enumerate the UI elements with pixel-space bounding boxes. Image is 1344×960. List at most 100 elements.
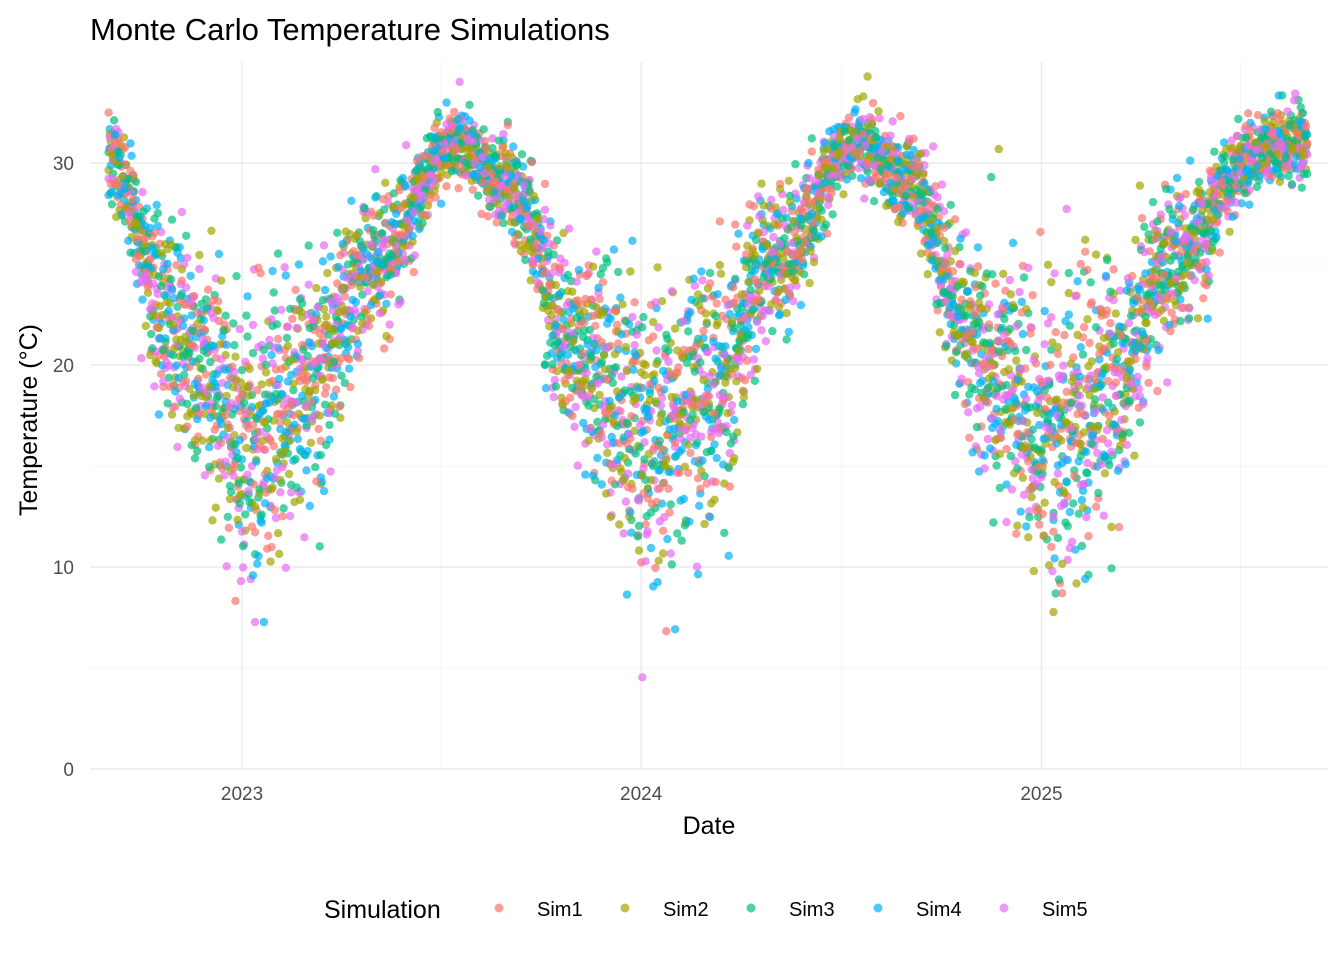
data-point-sim2 [412,174,422,183]
data-point-sim4 [298,391,307,401]
data-point-sim2 [809,258,819,267]
data-point-sim2 [1123,358,1133,367]
data-point-sim5 [664,357,673,366]
data-point-sim5 [768,248,777,257]
data-point-sim4 [775,310,785,319]
data-point-sim3 [979,338,988,347]
data-point-sim4 [294,260,304,269]
data-point-sim5 [743,221,752,230]
data-point-sim3 [333,228,342,237]
data-point-sim4 [574,265,584,275]
data-point-sim2 [495,162,505,171]
data-point-sim4 [856,174,866,183]
data-point-sim2 [190,436,200,445]
data-point-sim2 [548,301,557,310]
data-point-sim5 [681,425,691,434]
data-point-sim4 [705,512,715,522]
data-point-sim4 [670,625,680,634]
data-point-sim2 [1113,348,1123,357]
data-point-sim2 [1079,428,1089,437]
data-point-sim3 [159,346,168,355]
data-point-sim3 [337,371,346,380]
data-point-sim1 [132,234,142,243]
data-point-sim5 [549,392,558,402]
data-point-sim5 [177,207,187,217]
data-point-sim5 [864,176,873,185]
data-point-sim5 [752,317,762,327]
data-point-sim1 [1060,330,1069,340]
data-point-sim2 [328,339,337,348]
data-point-sim1 [1042,393,1052,402]
data-point-sim5 [217,355,226,364]
data-point-sim4 [243,292,252,301]
data-point-sim4 [1135,286,1145,295]
data-point-sim4 [248,571,258,580]
data-point-sim3 [1063,521,1072,531]
data-point-sim1 [301,375,310,384]
data-point-sim3 [976,291,985,300]
data-point-sim2 [242,443,251,453]
data-point-sim5 [1244,141,1253,150]
data-point-sim5 [763,282,773,291]
data-point-sim3 [206,357,215,367]
data-point-sim1 [767,204,776,213]
data-point-sim5 [1018,416,1028,426]
data-point-sim2 [1130,451,1139,460]
data-point-sim4 [497,211,506,220]
data-point-sim2 [436,167,446,177]
data-point-sim1 [1058,589,1067,598]
data-point-sim4 [1035,420,1044,430]
data-point-sim3 [1241,133,1251,142]
data-point-sim4 [704,415,714,424]
data-point-sim3 [1077,541,1087,551]
data-point-sim2 [1260,116,1269,126]
data-point-sim2 [853,95,862,104]
data-point-sim5 [984,300,994,309]
data-point-sim3 [782,335,791,344]
data-point-sim4 [1016,507,1025,516]
data-point-sim2 [382,331,391,341]
data-point-sim5 [1077,401,1087,410]
data-point-sim1 [1177,247,1186,256]
data-point-sim5 [769,232,778,242]
data-point-sim4 [490,187,499,197]
data-point-sim2 [195,250,204,260]
data-point-sim2 [306,438,316,447]
data-point-sim2 [268,483,277,492]
data-point-sim3 [1176,316,1185,326]
data-point-sim1 [662,627,671,636]
data-point-sim3 [967,383,976,392]
data-point-sim1 [380,344,389,353]
data-point-sim1 [1012,529,1021,538]
data-point-sim5 [980,464,989,473]
data-point-sim4 [532,270,541,279]
data-point-sim1 [126,166,135,176]
data-point-sim5 [276,488,285,497]
data-point-sim1 [256,269,265,278]
data-point-sim4 [649,582,658,591]
data-point-sim4 [319,486,329,496]
data-point-sim3 [1087,439,1097,449]
data-point-sim1 [1046,360,1055,370]
data-point-sim4 [374,257,383,267]
data-point-sim2 [1053,342,1063,352]
data-point-sim1 [1244,109,1253,118]
data-point-sim4 [751,344,761,354]
data-point-sim3 [684,327,693,336]
data-point-sim5 [1289,96,1299,105]
data-point-sim3 [633,532,643,541]
data-point-sim1 [454,184,463,193]
data-point-sim5 [703,347,713,357]
data-point-sim2 [1024,533,1033,542]
data-point-sim1 [1275,116,1285,125]
data-point-sim2 [684,440,693,449]
data-point-sim3 [380,205,389,214]
data-point-sim2 [697,466,706,476]
data-point-sim3 [173,302,182,311]
data-point-sim3 [188,326,197,336]
data-point-sim2 [1261,142,1270,151]
data-point-sim5 [1102,425,1112,435]
data-point-sim2 [774,303,784,312]
data-point-sim4 [964,287,973,296]
data-point-sim4 [968,448,977,457]
